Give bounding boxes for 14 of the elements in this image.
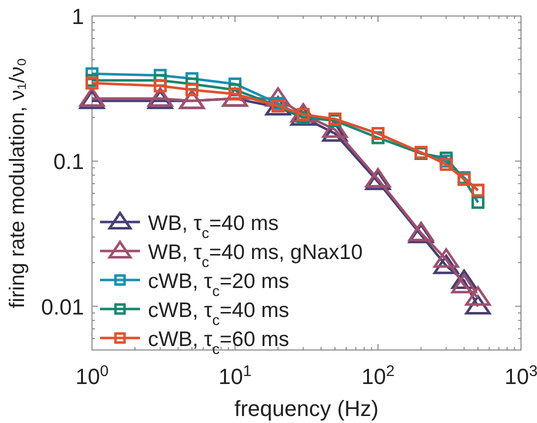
- x-tick-label: 10$^{2}$: [361, 362, 395, 389]
- x-tick-label: 10$^{3}$: [504, 362, 537, 389]
- x-tick-label: 10$^{1}$: [218, 362, 252, 389]
- y-tick-label: 0.01: [41, 294, 84, 320]
- y-tick-label: 1: [72, 4, 84, 29]
- y-tick-label: 0.1: [53, 149, 84, 174]
- x-tick-label: 10$^{0}$: [75, 362, 109, 389]
- x-axis-title: frequency (Hz): [234, 396, 379, 421]
- legend-label: cWB, τ$_{c}$=20 ms: [148, 270, 290, 300]
- y-axis-title: firing rate modulation, ν₁/ν₀: [6, 58, 29, 308]
- legend-label: WB, τ$_{c}$=40 ms: [148, 212, 279, 242]
- legend-label: cWB, τ$_{c}$=40 ms: [148, 299, 290, 329]
- legend-label: WB, τ$_{c}$=40 ms, gNax10: [148, 241, 363, 271]
- legend-label: cWB, τ$_{c}$=60 ms: [148, 328, 290, 358]
